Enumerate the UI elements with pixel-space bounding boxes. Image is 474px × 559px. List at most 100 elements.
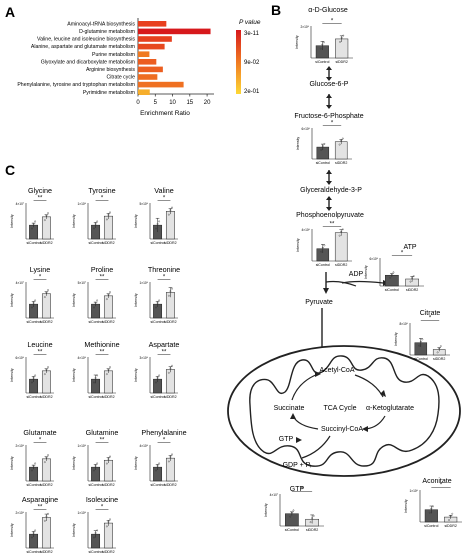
mini-chart: Glutamine Intensity 1×10⁸ siControl siDDR2 ** [72,428,118,487]
data-point [47,454,49,456]
mini-y-tick: 4×10⁷ [16,281,25,285]
adp-branch [325,280,357,287]
node-atp: ATP [403,244,416,251]
data-point [105,218,108,221]
data-point [321,43,324,46]
mini-y-label: Intensity [264,503,268,517]
data-point [31,306,33,309]
data-point [323,244,326,247]
data-point [105,298,108,301]
mini-y-tick: 4×10⁷ [16,202,25,206]
group-label: siControl [88,320,102,324]
data-point [155,306,157,309]
mini-y-tick: 1×10⁶ [410,489,419,493]
data-point [107,214,110,216]
group-label: siDDR2 [164,320,176,324]
data-point [43,296,46,298]
group-label: siDDR2 [164,241,176,245]
data-point [34,220,37,223]
data-point [436,351,439,354]
node-glucose: α-D-Glucose [308,7,348,14]
group-label: siDDR2 [40,550,52,554]
data-point [105,462,108,465]
data-point [338,143,341,146]
data-point [34,374,37,377]
significance-marker: ** [38,505,43,511]
group-label: siDDR2 [433,357,445,361]
data-point [156,302,159,304]
pathway-label: Purine metabolism [92,52,135,58]
mini-chart: Intensity 4×10⁶ siControl siDDR2 ** [296,222,352,267]
mini-y-tick: 1×10⁸ [77,511,86,515]
enrichment-bar [138,81,184,88]
panel-label-b: B [271,2,281,18]
pathway-label: Phenylalanine, tyrosine and tryptophan m… [17,82,135,88]
data-point [158,462,161,465]
significance-marker: * [331,19,334,25]
bar-siddr2 [41,370,51,394]
data-point [96,529,99,532]
node-alpha-ketoglutarate: α-Ketoglutarate [366,405,414,412]
significance-marker: ** [100,275,105,281]
data-point [430,507,433,510]
data-point [45,456,48,459]
data-point [171,453,173,456]
bar-siddr2 [103,459,113,482]
pvalue-tick-1: 9e-02 [244,60,260,66]
node-tca-cycle: TCA Cycle [323,405,356,412]
significance-marker: ** [100,350,105,356]
enrichment-bar [138,51,150,57]
data-point [340,230,343,233]
significance-marker: * [163,438,166,444]
pvalue-colorbar [236,30,241,94]
enrichment-bar [138,21,167,27]
arrow-head [290,413,296,419]
mini-y-tick: 1×10⁸ [77,444,86,448]
bar-siddr2 [41,517,51,549]
x-tick-label: 0 [136,100,140,106]
data-point [34,462,37,465]
arrow-head [326,181,332,185]
data-point [94,302,97,304]
significance-marker: * [429,316,432,322]
data-point [47,289,49,291]
data-point [45,515,48,518]
mini-chart: Valine Intensity 5×10⁸ siControl siDDR2 * [134,186,178,245]
group-label: siDDR2 [40,320,52,324]
data-point [448,519,450,521]
mini-chart: Proline Intensity 5×10⁷ siControl siDDR2 ** [72,265,116,324]
mini-y-tick: 3×10⁸ [139,356,148,360]
mini-chart-title: Threonine [148,265,180,274]
mini-chart: Phenylalanine Intensity 4×10⁸ siControl siDD… [134,428,187,487]
group-label: siControl [385,288,399,292]
mini-y-tick: 6×10⁶ [302,127,311,131]
data-point [419,340,422,343]
bar-siddr2 [103,215,113,240]
group-label: siDDR2 [406,288,418,292]
mini-y-label: Intensity [134,214,138,228]
mini-chart-title: Tyrosine [88,186,115,195]
tca-arrow-4 [291,373,319,401]
data-point [449,515,452,517]
data-point [155,227,157,230]
x-tick-label: 20 [204,100,211,106]
mini-chart: Methionine Intensity 4×10⁸ siControl siDDR2 *… [72,340,120,399]
enrichment-bar [138,59,157,65]
mini-chart: Asparagine Intensity 2×10⁸ siControl siDDR2 *… [10,495,58,554]
group-label: siControl [88,241,102,245]
data-point [321,145,324,147]
data-point [31,381,33,384]
node-adp: ADP [349,271,364,278]
data-point [451,512,454,515]
data-point [109,211,111,214]
panel-label-c: C [5,162,15,178]
group-label: siControl [26,241,40,245]
data-point [319,47,322,50]
mini-y-tick: 1×10⁸ [77,202,86,206]
bar-siddr2 [334,232,348,262]
data-point [392,271,395,274]
data-point [171,364,173,367]
data-point [107,520,110,523]
arrow-head [323,288,329,294]
enrichment-bar [138,74,158,80]
